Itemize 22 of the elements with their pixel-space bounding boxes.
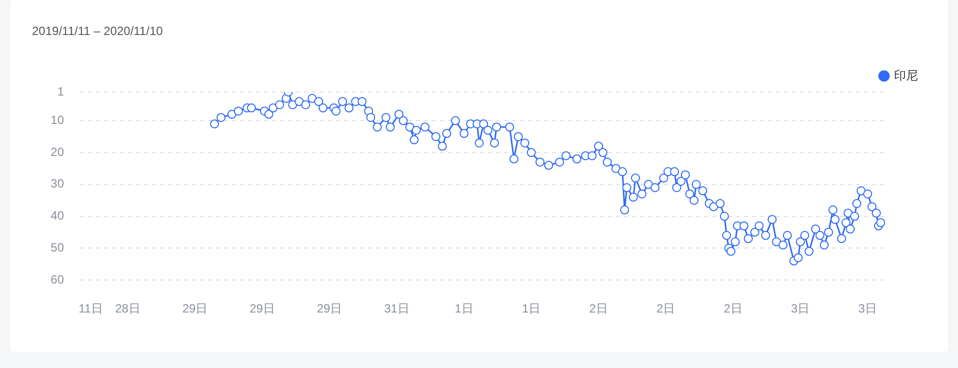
y-tick-label: 10 (50, 112, 64, 127)
x-tick-label: 29日 (316, 302, 342, 316)
y-tick-label: 1 (57, 84, 64, 98)
x-tick-label: 31日 (384, 302, 410, 316)
legend-label: 印尼 (894, 68, 918, 82)
y-tick-label: 60 (50, 272, 64, 286)
y-tick-label: 50 (50, 240, 64, 254)
x-tick-label: 3日 (858, 302, 877, 316)
x-tick-label: 2日 (589, 302, 608, 316)
x-tick-label: 29日 (182, 302, 208, 316)
x-tick-label: 1日 (522, 302, 541, 316)
chart-title: 2019/11/11 – 2020/11/10 (32, 24, 163, 38)
y-tick-label: 20 (50, 144, 64, 159)
x-tick-label: 29日 (250, 302, 275, 316)
x-tick-label: 28日 (115, 302, 140, 316)
y-tick-label: 30 (50, 176, 64, 191)
x-tick-label: 3日 (791, 302, 810, 316)
x-tick-label: 2日 (724, 302, 742, 316)
x-tick-label: 2日 (656, 302, 676, 316)
x-tick-label: 1日 (454, 302, 474, 316)
y-tick-label: 40 (50, 208, 64, 223)
x-tick-label: 11日 (78, 302, 104, 316)
